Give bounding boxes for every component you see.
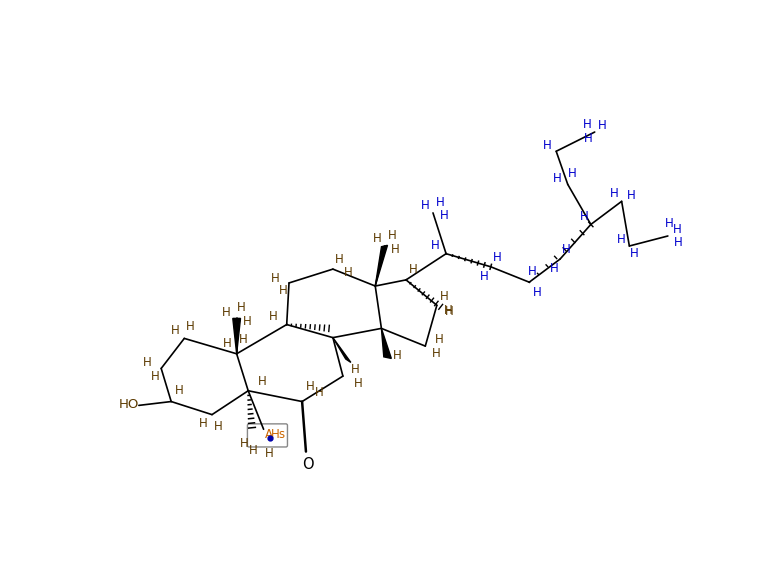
Text: H: H	[431, 348, 441, 360]
Polygon shape	[381, 328, 391, 359]
Text: H: H	[175, 384, 183, 397]
Text: H: H	[344, 266, 353, 279]
Text: H: H	[618, 234, 626, 247]
Text: H: H	[214, 420, 222, 433]
Text: H: H	[673, 223, 681, 237]
Text: H: H	[240, 437, 248, 450]
Text: H: H	[271, 428, 279, 441]
Text: H: H	[583, 118, 591, 131]
Text: H: H	[439, 210, 448, 222]
Text: H: H	[444, 304, 453, 317]
Text: H: H	[151, 370, 159, 383]
Text: H: H	[223, 336, 231, 349]
Text: H: H	[627, 188, 635, 202]
Text: O: O	[302, 457, 314, 472]
Text: s: s	[278, 428, 285, 441]
Text: H: H	[431, 239, 440, 252]
Text: H: H	[584, 131, 593, 145]
Text: H: H	[315, 386, 324, 399]
Text: H: H	[171, 324, 179, 337]
Text: H: H	[305, 380, 315, 393]
Text: H: H	[249, 444, 258, 457]
Text: H: H	[268, 311, 277, 323]
Text: H: H	[444, 305, 454, 318]
Text: H: H	[354, 377, 363, 390]
Text: H: H	[238, 333, 247, 346]
Text: H: H	[198, 417, 207, 430]
Text: H: H	[392, 349, 401, 362]
Text: H: H	[543, 139, 551, 151]
Polygon shape	[233, 318, 241, 354]
Text: H: H	[421, 198, 430, 212]
Text: H: H	[278, 284, 288, 297]
Text: H: H	[436, 195, 445, 208]
Text: H: H	[243, 315, 251, 328]
Text: HO: HO	[118, 398, 139, 411]
Text: H: H	[335, 254, 344, 266]
Text: H: H	[388, 229, 397, 242]
Text: H: H	[409, 262, 418, 276]
Text: H: H	[562, 244, 571, 257]
Text: H: H	[186, 321, 195, 333]
Text: H: H	[480, 269, 489, 282]
Text: H: H	[553, 172, 561, 185]
Text: H: H	[528, 265, 537, 278]
Text: H: H	[271, 272, 279, 285]
Polygon shape	[333, 338, 351, 362]
Text: H: H	[372, 232, 381, 245]
Text: H: H	[237, 301, 245, 314]
Text: H: H	[568, 167, 577, 180]
Text: H: H	[434, 333, 444, 346]
Text: H: H	[630, 247, 638, 260]
Text: H: H	[258, 375, 266, 388]
Text: H: H	[665, 217, 674, 230]
Text: H: H	[143, 356, 151, 369]
Text: H: H	[598, 119, 607, 133]
Text: H: H	[533, 286, 541, 299]
Text: H: H	[391, 242, 400, 255]
Text: H: H	[492, 251, 501, 264]
FancyBboxPatch shape	[248, 424, 288, 447]
Text: H: H	[221, 306, 230, 319]
Text: H: H	[351, 363, 360, 376]
Text: H: H	[581, 210, 589, 223]
Text: H: H	[265, 447, 273, 460]
Text: H: H	[440, 289, 449, 302]
Text: H: H	[610, 187, 618, 200]
Polygon shape	[375, 245, 388, 286]
Text: H: H	[674, 235, 683, 249]
Text: A: A	[265, 428, 273, 441]
Text: H: H	[550, 262, 558, 275]
